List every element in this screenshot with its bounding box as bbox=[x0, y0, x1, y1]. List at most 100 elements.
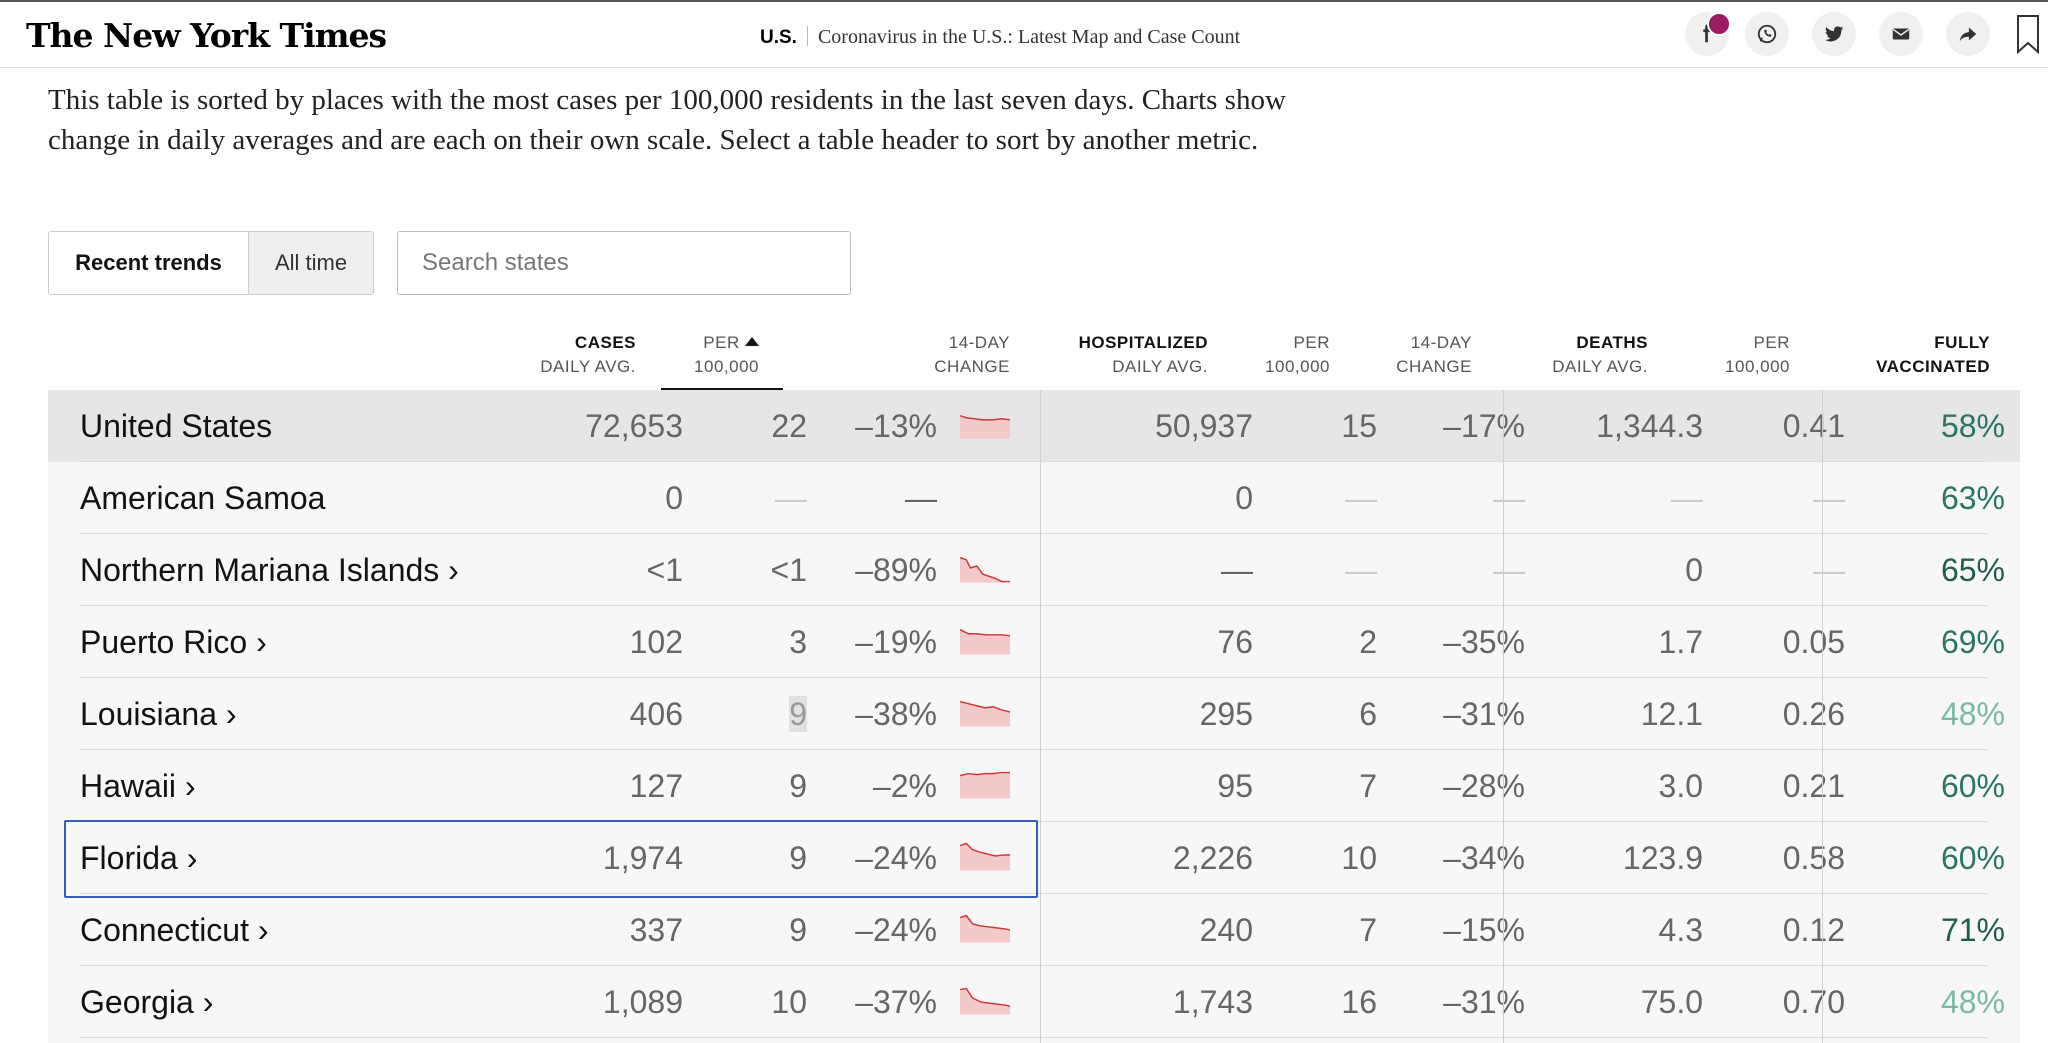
section-link[interactable]: U.S. bbox=[760, 27, 797, 48]
cell-dper: 0.05 bbox=[1782, 624, 1845, 660]
notification-badge bbox=[1707, 12, 1731, 36]
header-hper-sub: 100,000 bbox=[1265, 357, 1330, 376]
header-deaths[interactable]: DEATHS DAILY AVG. bbox=[1520, 331, 1648, 379]
cell-vax: 60% bbox=[1940, 840, 2005, 876]
cell-hosp: 76 bbox=[1217, 624, 1253, 660]
header-deaths-per-100k[interactable]: PER 100,000 bbox=[1690, 331, 1790, 379]
breadcrumb-divider bbox=[806, 26, 808, 46]
header-cases-change[interactable]: 14-DAY CHANGE bbox=[880, 331, 1010, 379]
table-row[interactable]: Northern Mariana Islands › <1 <1 –89% — — — 0 — 6… bbox=[48, 534, 2020, 606]
header-change-title: 14-DAY bbox=[948, 333, 1010, 352]
column-divider bbox=[1503, 390, 1504, 1043]
header-hosp-sub: DAILY AVG. bbox=[1112, 357, 1208, 376]
cell-per: 3 bbox=[789, 624, 807, 660]
cell-per: 10 bbox=[771, 984, 807, 1020]
cell-cases: 1,089 bbox=[602, 984, 683, 1020]
cell-per: 22 bbox=[771, 408, 807, 444]
place-name[interactable]: American Samoa bbox=[80, 480, 326, 516]
place-name[interactable]: Connecticut › bbox=[80, 912, 269, 948]
header-per-sub: 100,000 bbox=[694, 357, 759, 376]
row-divider bbox=[80, 749, 1988, 750]
all-time-tab[interactable]: All time bbox=[249, 232, 373, 294]
cell-hosp: 295 bbox=[1199, 696, 1253, 732]
header-fully-vaccinated[interactable]: FULLY VACCINATED bbox=[1840, 331, 1990, 379]
cell-hper: 16 bbox=[1341, 984, 1377, 1020]
table-row[interactable]: American Samoa 0 — — 0 — — — — 63% bbox=[48, 462, 2020, 534]
cell-hchange: — bbox=[1493, 480, 1525, 516]
table-row[interactable]: Connecticut › 337 9 –24% 240 7 –15% 4.3 0.12 71% bbox=[48, 894, 2020, 966]
cell-cases: 406 bbox=[629, 696, 683, 732]
search-states-input[interactable] bbox=[397, 231, 851, 295]
table-row[interactable]: Hawaii › 127 9 –2% 95 7 –28% 3.0 0.21 60% bbox=[48, 750, 2020, 822]
case-trend-sparkline bbox=[960, 414, 1010, 439]
cell-hchange: –31% bbox=[1443, 696, 1525, 732]
more-share-button[interactable] bbox=[1946, 12, 1990, 56]
cell-change: –24% bbox=[855, 912, 937, 948]
case-trend-sparkline bbox=[960, 771, 1010, 799]
recent-trends-tab[interactable]: Recent trends bbox=[49, 232, 249, 294]
cell-cases: 102 bbox=[629, 624, 683, 660]
cell-hper: 7 bbox=[1359, 912, 1377, 948]
place-name[interactable]: Florida › bbox=[80, 840, 198, 876]
cell-change: –38% bbox=[855, 696, 937, 732]
breadcrumb: U.S. Coronavirus in the U.S.: Latest Map … bbox=[760, 26, 1240, 49]
case-trend-sparkline bbox=[960, 628, 1010, 655]
cell-change: –89% bbox=[855, 552, 937, 588]
cell-vax: 58% bbox=[1940, 408, 2005, 444]
table-row-total[interactable]: United States 72,653 22 –13% 50,937 15 –17% 1,3… bbox=[48, 390, 2020, 462]
cell-deaths: 12.1 bbox=[1640, 696, 1703, 732]
cell-deaths: 4.3 bbox=[1658, 912, 1703, 948]
cell-vax: 48% bbox=[1940, 696, 2005, 732]
header-hosp-per-100k[interactable]: PER 100,000 bbox=[1230, 331, 1330, 379]
cell-hper: 10 bbox=[1341, 840, 1377, 876]
header-hosp-change[interactable]: 14-DAY CHANGE bbox=[1352, 331, 1472, 379]
row-divider bbox=[80, 965, 1988, 966]
bookmark-icon[interactable] bbox=[2016, 14, 2040, 54]
article-title: Coronavirus in the U.S.: Latest Map and … bbox=[817, 26, 1241, 48]
whatsapp-share-button[interactable] bbox=[1745, 12, 1789, 56]
place-name[interactable]: United States bbox=[80, 408, 273, 444]
table-row[interactable]: Louisiana › 406 9 –38% 295 6 –31% 12.1 0.26 48% bbox=[48, 678, 2020, 750]
cell-deaths: — bbox=[1671, 480, 1703, 516]
header-cases[interactable]: CASES DAILY AVG. bbox=[516, 331, 636, 379]
cell-hchange: –28% bbox=[1443, 768, 1525, 804]
header-cases-per-100k[interactable]: PER 100,000 bbox=[661, 331, 783, 391]
cell-vax: 60% bbox=[1940, 768, 2005, 804]
place-name[interactable]: Louisiana › bbox=[80, 696, 237, 732]
cell-per: 9 bbox=[789, 696, 807, 732]
table-row[interactable]: Florida › 1,974 9 –24% 2,226 10 –34% 123.9 0.58 6… bbox=[48, 822, 2020, 894]
place-name[interactable]: Puerto Rico › bbox=[80, 624, 267, 660]
cell-hchange: –31% bbox=[1443, 984, 1525, 1020]
header-hospitalized[interactable]: HOSPITALIZED DAILY AVG. bbox=[1040, 331, 1208, 379]
place-name[interactable]: Hawaii › bbox=[80, 768, 196, 804]
nyt-logo[interactable]: The New York Times bbox=[26, 16, 387, 55]
place-name[interactable]: Northern Mariana Islands › bbox=[80, 552, 459, 588]
row-divider bbox=[80, 605, 1988, 606]
table-row[interactable]: Georgia › 1,089 10 –37% 1,743 16 –31% 75.0 0.70 4… bbox=[48, 966, 2020, 1038]
cell-dper: 0.26 bbox=[1782, 696, 1845, 732]
table-description: This table is sorted by places with the … bbox=[48, 84, 1286, 156]
email-share-button[interactable] bbox=[1879, 12, 1923, 56]
cell-hper: 2 bbox=[1359, 624, 1377, 660]
column-divider bbox=[1040, 390, 1041, 1043]
cell-hosp: — bbox=[1221, 552, 1253, 588]
state-table: Georgia › 1,089 10 –37% 1,743 16 –31% 75.0 0.70 4… bbox=[48, 390, 2020, 1043]
cell-hosp: 95 bbox=[1217, 768, 1253, 804]
header-dper-title: PER bbox=[1753, 333, 1790, 352]
header-hper-title: PER bbox=[1293, 333, 1330, 352]
cell-per: 9 bbox=[789, 768, 807, 804]
cell-hper: — bbox=[1345, 552, 1377, 588]
row-divider bbox=[80, 461, 1988, 462]
place-name[interactable]: Georgia › bbox=[80, 984, 214, 1020]
cell-hchange: –15% bbox=[1443, 912, 1525, 948]
sort-ascending-icon bbox=[745, 337, 759, 346]
cell-hper: 15 bbox=[1341, 408, 1377, 444]
cell-vax: 65% bbox=[1940, 552, 2005, 588]
header-deaths-title: DEATHS bbox=[1576, 333, 1648, 352]
share-arrow-icon bbox=[1959, 27, 1977, 42]
header-dper-sub: 100,000 bbox=[1725, 357, 1790, 376]
table-row[interactable]: Puerto Rico › 102 3 –19% 76 2 –35% 1.7 0.05 69% bbox=[48, 606, 2020, 678]
cell-per: 9 bbox=[789, 912, 807, 948]
cell-dper: 0.70 bbox=[1782, 984, 1845, 1020]
twitter-share-button[interactable] bbox=[1812, 12, 1856, 56]
